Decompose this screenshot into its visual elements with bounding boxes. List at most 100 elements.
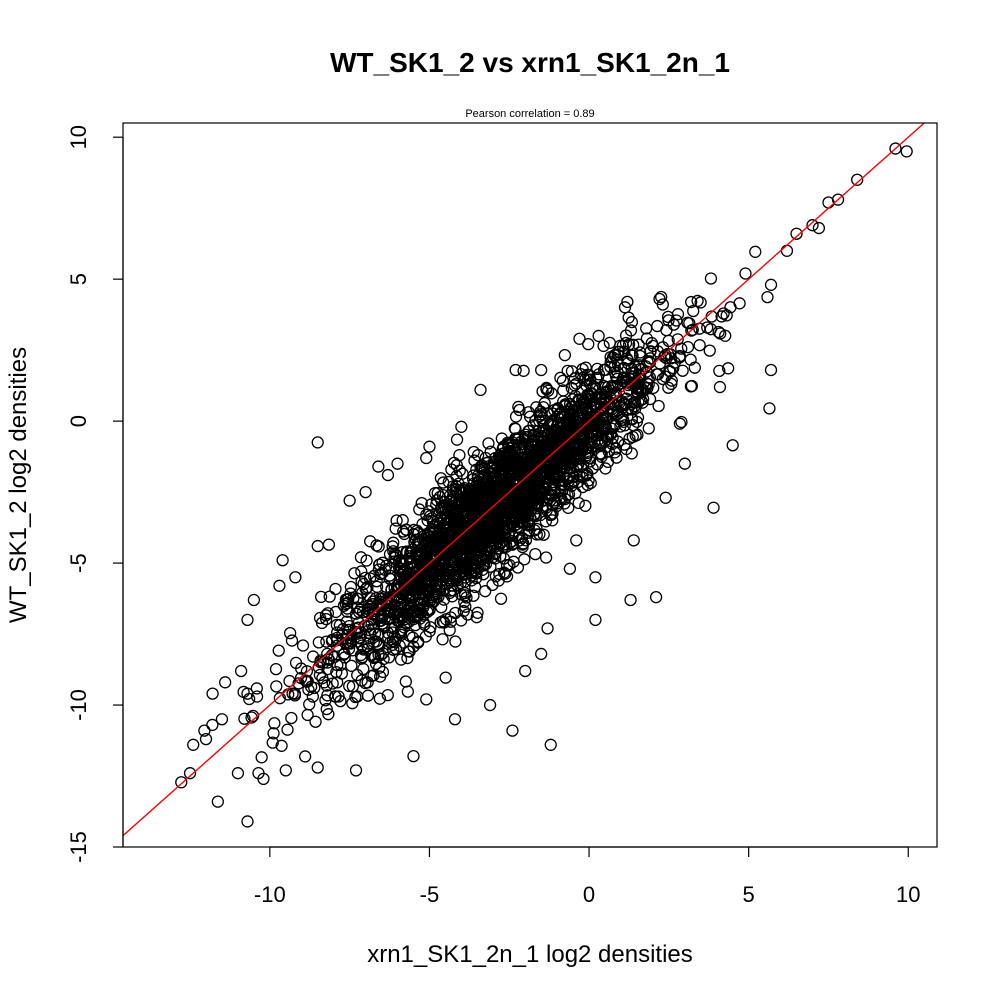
data-point <box>440 578 453 591</box>
data-point <box>373 670 387 683</box>
data-point <box>346 644 359 657</box>
data-point <box>545 508 558 521</box>
data-point <box>584 387 597 400</box>
data-point <box>406 578 420 591</box>
data-point <box>387 590 400 604</box>
data-point <box>567 449 580 463</box>
data-point <box>439 671 452 684</box>
data-point <box>585 420 599 433</box>
data-point <box>513 506 526 520</box>
data-point <box>471 449 485 462</box>
data-point <box>572 496 585 510</box>
data-point <box>652 399 665 413</box>
data-point <box>620 442 633 456</box>
data-point <box>561 446 574 459</box>
data-point <box>438 495 452 509</box>
data-point <box>527 461 540 474</box>
data-point <box>355 652 368 665</box>
data-point <box>255 751 268 764</box>
data-point <box>509 363 522 377</box>
data-point <box>617 415 630 428</box>
data-point <box>275 739 288 752</box>
data-point <box>599 386 613 399</box>
data-point <box>387 536 400 549</box>
data-point <box>484 445 497 458</box>
data-point <box>761 290 774 304</box>
data-point <box>573 332 586 345</box>
data-point <box>448 496 461 509</box>
data-point <box>900 145 913 158</box>
data-point <box>618 301 632 314</box>
data-point <box>596 410 609 423</box>
data-point <box>602 445 615 458</box>
data-point <box>599 462 612 475</box>
data-point <box>618 345 631 358</box>
data-point <box>245 711 258 724</box>
data-point <box>507 439 521 452</box>
data-point <box>269 662 283 676</box>
data-point <box>499 526 512 539</box>
data-point <box>367 651 380 664</box>
data-point <box>479 585 492 598</box>
data-point <box>577 371 590 384</box>
data-point <box>517 364 530 377</box>
data-point <box>498 474 511 487</box>
data-point <box>561 364 574 377</box>
data-point <box>323 590 336 603</box>
data-point <box>338 651 351 664</box>
data-point <box>626 430 639 444</box>
data-point <box>435 601 448 614</box>
data-point <box>582 338 595 351</box>
data-point <box>426 514 439 528</box>
data-point <box>678 457 691 470</box>
data-point <box>462 503 475 516</box>
data-point <box>651 368 665 381</box>
data-point <box>632 338 645 351</box>
data-point <box>464 484 477 498</box>
data-point <box>509 451 522 465</box>
data-point <box>646 339 660 353</box>
data-point <box>343 494 356 507</box>
data-point <box>524 512 537 525</box>
data-point <box>349 764 363 777</box>
data-point <box>434 564 447 578</box>
data-point <box>250 690 264 703</box>
data-point <box>305 680 318 693</box>
x-axis: -10 -5 0 5 10 <box>254 846 921 907</box>
data-point <box>659 370 672 383</box>
y-tick-label: 10 <box>66 125 91 149</box>
data-point <box>267 727 280 740</box>
data-point <box>574 368 588 381</box>
data-point <box>337 599 351 612</box>
data-point <box>483 698 497 712</box>
data-point <box>523 487 536 500</box>
data-point <box>298 750 312 763</box>
data-point <box>675 415 688 429</box>
data-point <box>435 536 448 549</box>
data-point <box>603 336 616 349</box>
data-point <box>390 514 403 527</box>
data-point <box>373 692 387 705</box>
y-axis-label: WT_SK1_2 log2 densities <box>5 347 32 623</box>
data-point <box>570 534 583 547</box>
data-point <box>624 324 638 337</box>
data-point <box>312 636 325 649</box>
data-point <box>573 451 587 465</box>
data-point <box>372 558 386 571</box>
data-point <box>563 562 577 575</box>
data-point <box>388 599 401 612</box>
data-point <box>187 738 200 751</box>
data-point <box>273 579 286 592</box>
data-point <box>572 475 585 488</box>
data-point <box>667 361 680 375</box>
data-point <box>516 538 529 551</box>
data-point <box>485 541 498 554</box>
data-point <box>509 410 523 423</box>
data-point <box>306 690 319 703</box>
data-point <box>655 290 668 304</box>
data-point <box>414 597 427 610</box>
data-point <box>739 267 752 280</box>
data-point <box>364 592 377 605</box>
data-point <box>631 411 645 424</box>
data-point <box>561 424 574 438</box>
